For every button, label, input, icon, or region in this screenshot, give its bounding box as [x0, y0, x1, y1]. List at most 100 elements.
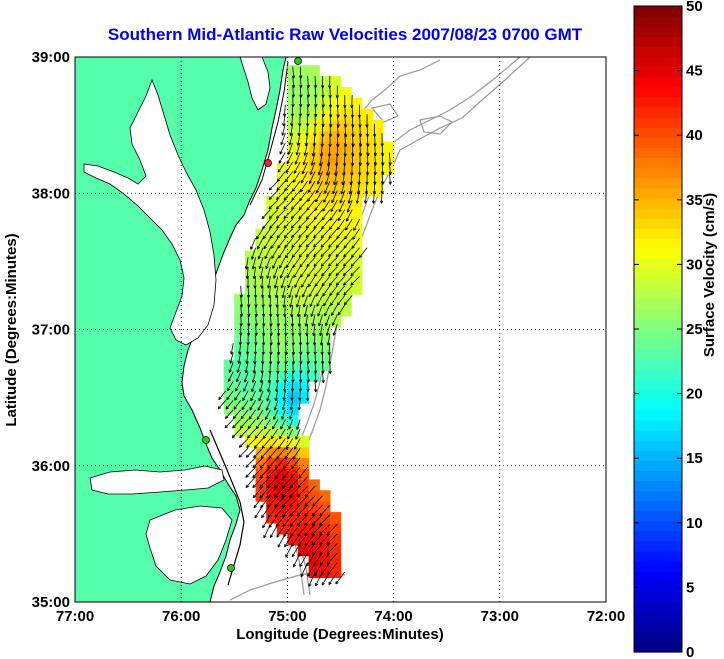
velocity-arrow-head [276, 198, 280, 201]
velocity-arrow [294, 152, 301, 165]
velocity-arrow-head [283, 304, 286, 308]
velocity-cell [308, 512, 320, 524]
velocity-arrow [278, 247, 286, 259]
velocity-arrow-head [276, 304, 279, 308]
velocity-arrow [292, 352, 295, 365]
velocity-cell [340, 261, 352, 273]
velocity-arrow-head [274, 505, 278, 508]
colorbar-step [634, 419, 682, 431]
velocity-arrow [288, 285, 294, 298]
velocity-arrow [311, 504, 323, 517]
velocity-arrow-head [224, 426, 228, 429]
velocity-cell [266, 326, 278, 339]
velocity-arrow [328, 247, 338, 257]
velocity-arrow-head [382, 171, 385, 176]
velocity-arrow [296, 514, 308, 527]
velocity-arrow-head [321, 284, 325, 287]
colorbar-step [634, 349, 682, 360]
velocity-cell [223, 403, 235, 415]
velocity-arrow-head [285, 332, 288, 336]
velocity-cell [276, 163, 288, 175]
velocity-arrow-head [258, 398, 262, 402]
velocity-arrow-head [279, 151, 283, 155]
velocity-arrow-head [292, 113, 295, 117]
velocity-arrow [299, 66, 302, 79]
velocity-arrow [244, 371, 249, 383]
velocity-arrow-head [260, 506, 264, 509]
velocity-arrow-head [274, 285, 278, 289]
velocity-arrow-head [248, 304, 251, 308]
velocity-arrow [335, 237, 346, 248]
colorbar-step [634, 268, 682, 280]
velocity-arrow [255, 314, 257, 327]
velocity-arrow-head [296, 504, 300, 507]
velocity-arrow-head [274, 515, 279, 518]
velocity-arrow [237, 362, 242, 373]
velocity-arrow [286, 266, 294, 279]
velocity-arrow-head [290, 534, 294, 537]
velocity-arrow-head [277, 370, 280, 374]
velocity-arrow-head [302, 171, 305, 175]
colorbar-tick-label: 0 [686, 644, 694, 659]
velocity-arrow-head [328, 284, 333, 287]
velocity-arrow-head [298, 236, 302, 238]
velocity-arrow-head [311, 543, 315, 546]
velocity-arrow-head [359, 256, 363, 259]
velocity-arrow-head [275, 525, 279, 528]
velocity-arrow-head [300, 190, 304, 193]
velocity-cell [329, 228, 342, 241]
velocity-cell [308, 195, 320, 208]
velocity-cell [319, 76, 331, 88]
velocity-arrow-head [329, 293, 333, 296]
velocity-arrow [358, 247, 368, 258]
velocity-arrow [283, 199, 293, 210]
albemarle-sound [89, 465, 225, 495]
velocity-arrow [262, 428, 271, 439]
velocity-cell [234, 348, 246, 361]
velocity-cell [244, 413, 257, 426]
velocity-arrow-head [277, 246, 281, 249]
velocity-cell [266, 239, 278, 252]
velocity-cell [266, 512, 278, 524]
velocity-arrow [307, 266, 316, 277]
velocity-arrow [336, 285, 346, 296]
velocity-cell [298, 294, 310, 306]
velocity-arrow-head [322, 370, 325, 374]
velocity-arrow [228, 371, 234, 382]
velocity-arrow [302, 285, 308, 298]
velocity-arrow-head [290, 304, 293, 308]
velocity-cell [287, 381, 299, 393]
velocity-arrow-head [343, 255, 347, 258]
velocity-cell [351, 130, 363, 143]
velocity-arrow [295, 428, 301, 440]
velocity-arrow-head [337, 114, 340, 118]
velocity-arrow-head [246, 276, 250, 280]
velocity-arrow-head [339, 200, 343, 204]
velocity-arrow [247, 419, 256, 429]
velocity-cell [276, 294, 288, 306]
velocity-arrow [274, 400, 279, 411]
velocity-arrow-head [263, 323, 266, 327]
velocity-arrow [279, 142, 286, 155]
velocity-arrow [305, 228, 316, 238]
velocity-cell [340, 97, 352, 110]
velocity-arrow-head [313, 264, 317, 267]
velocity-arrow-head [322, 123, 325, 127]
velocity-arrow [321, 209, 331, 221]
velocity-arrow-head [305, 143, 308, 147]
velocity-arrow-head [284, 388, 287, 392]
velocity-arrow-head [299, 397, 302, 401]
velocity-arrow-head [289, 505, 293, 507]
velocity-arrow [266, 485, 279, 498]
velocity-arrow-head [350, 283, 354, 286]
velocity-arrow [282, 466, 294, 479]
velocity-arrow-head [311, 514, 316, 517]
velocity-arrow-head [262, 295, 265, 299]
velocity-arrow-head [255, 342, 258, 346]
velocity-arrow [286, 152, 294, 164]
velocity-arrow-head [328, 236, 332, 239]
velocity-arrow-head [284, 545, 288, 548]
velocity-arrow-head [323, 200, 327, 203]
velocity-cell [329, 533, 342, 546]
velocity-arrow-head [246, 360, 249, 364]
